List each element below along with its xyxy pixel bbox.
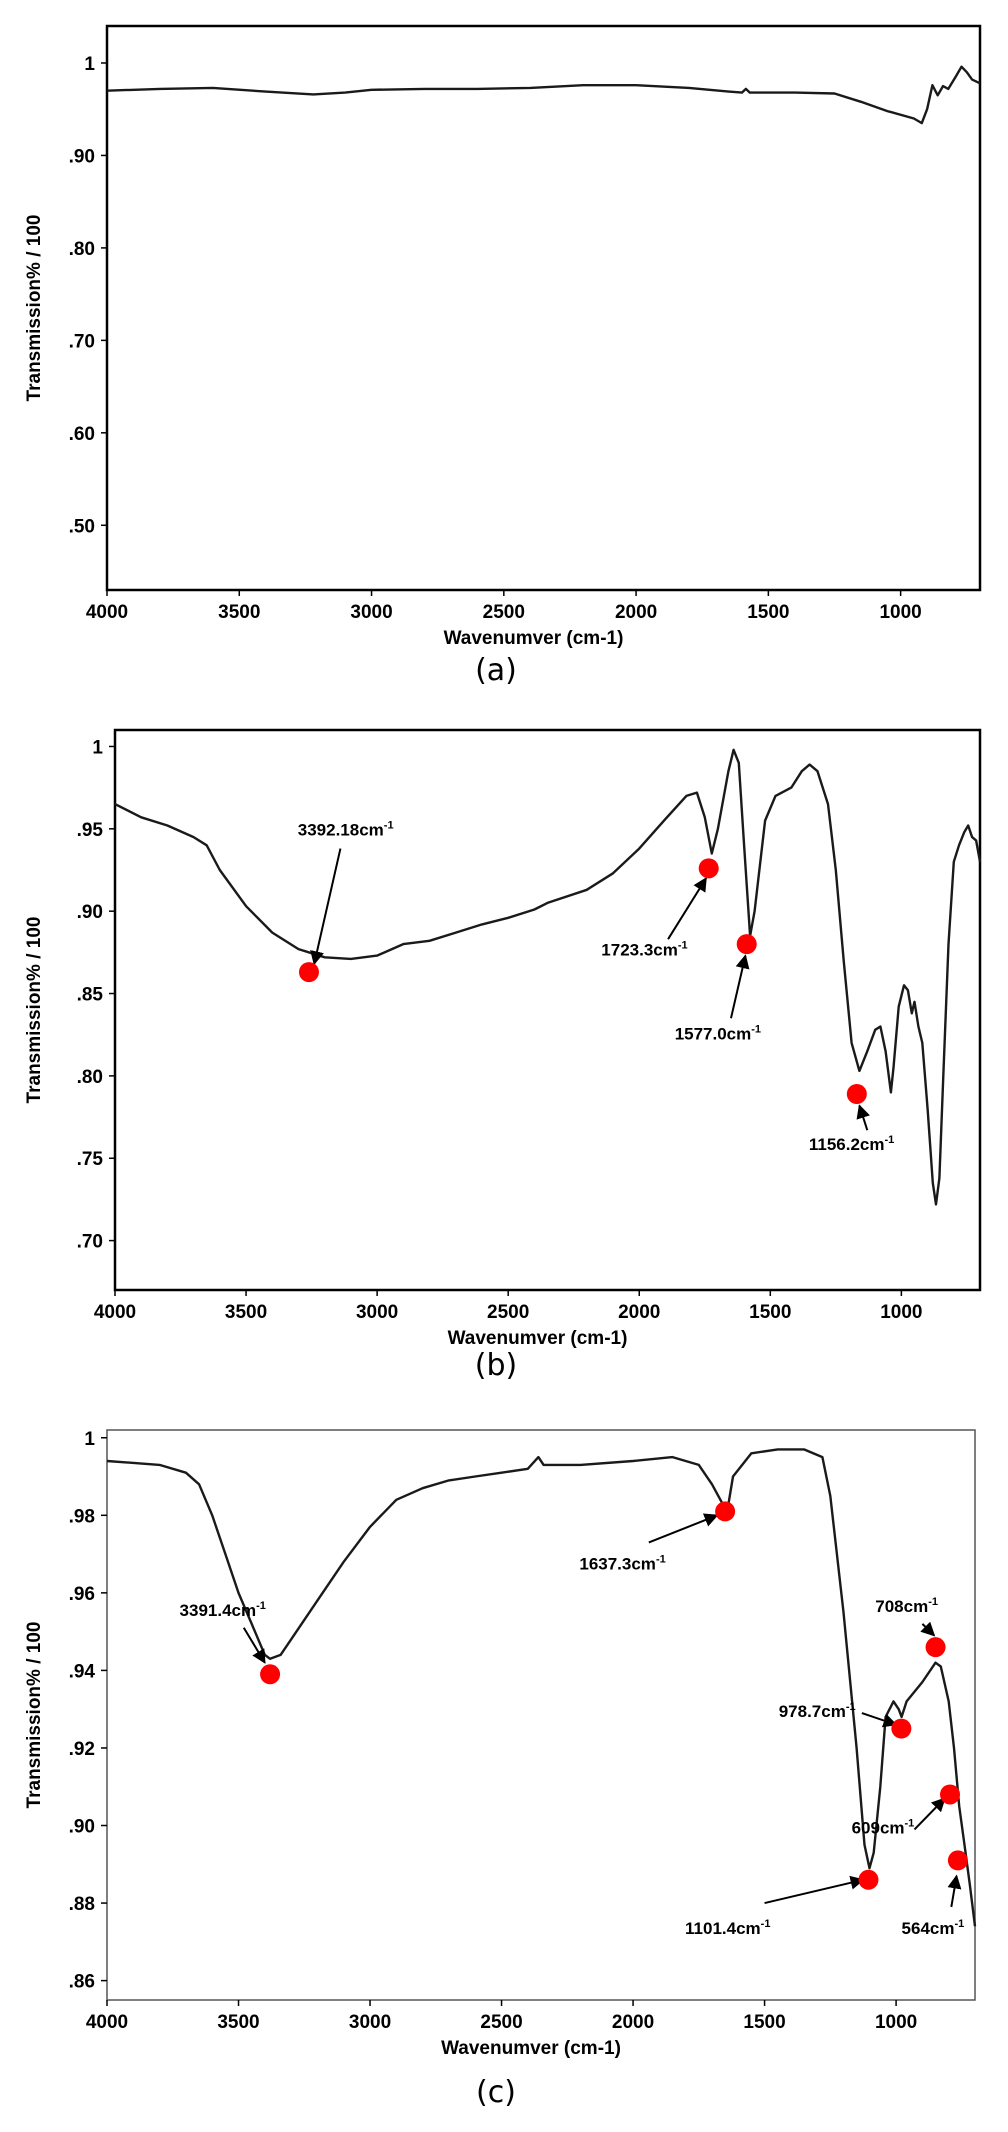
y-tick-label-c: .88 [69, 1894, 95, 1915]
peak-label-c: 1101.4cm-1 [685, 1918, 770, 1938]
x-tick-label-a: 2000 [615, 602, 657, 623]
annotation-arrow-b [310, 848, 342, 966]
y-tick-label-b: 1 [92, 737, 103, 758]
peak-label-c: 609cm-1 [852, 1817, 915, 1837]
panel-caption-c: (c) [476, 2075, 516, 2110]
y-tick-label-b: .75 [77, 1149, 104, 1170]
peak-marker-b [698, 858, 719, 879]
x-tick-label-a: 4000 [86, 602, 128, 623]
annotation-arrow-b [730, 954, 750, 1019]
x-tick-label-c: 2500 [480, 2012, 522, 2033]
annotation-arrow-b [856, 1104, 870, 1131]
peak-marker-c [858, 1869, 879, 1890]
peak-label-b: 1723.3cm-1 [601, 940, 687, 960]
y-tick-label-b: .95 [77, 820, 104, 841]
x-tick-label-b: 2500 [487, 1302, 529, 1323]
y-tick-label-a: .60 [69, 424, 95, 445]
plot-frame-b [113, 728, 982, 1292]
x-tick-label-a: 1500 [747, 602, 789, 623]
y-axis-label-c: Transmission% / 100 [24, 1622, 45, 1809]
y-tick-label-b: .70 [77, 1232, 103, 1253]
y-tick-label-c: .96 [69, 1584, 95, 1605]
x-axis-label-a: Wavenumver (cm-1) [444, 628, 624, 649]
peak-label-b: 1156.2cm-1 [809, 1134, 894, 1154]
y-tick-label-a: .90 [69, 146, 95, 167]
peak-marker-c [940, 1784, 961, 1805]
spectrum-line-c [106, 1448, 977, 1927]
plot-frame-a [105, 24, 982, 592]
x-tick-label-b: 1500 [749, 1302, 791, 1323]
peak-label-c: 708cm-1 [875, 1596, 938, 1616]
peak-label-c: 564cm-1 [902, 1918, 965, 1938]
peak-marker-b [846, 1084, 867, 1104]
y-axis-label-a: Transmission% / 100 [24, 215, 45, 402]
x-tick-label-b: 1000 [880, 1302, 922, 1323]
x-tick-label-a: 1000 [879, 602, 921, 623]
x-tick-label-c: 1500 [743, 2012, 785, 2033]
chart-c: 4000 3500 3000 2500 2000 1500 1000 1 .98 .96 .94 .9… [24, 1429, 977, 2110]
annotation-arrow-c [947, 1874, 962, 1908]
annotation-arrow-c [920, 1621, 936, 1637]
x-tick-label-b: 4000 [94, 1302, 136, 1323]
y-tick-label-c: .94 [69, 1661, 96, 1682]
annotation-arrow-c [861, 1712, 898, 1728]
x-tick-label-c: 2000 [612, 2012, 654, 2033]
x-tick-label-b: 3500 [225, 1302, 267, 1323]
peak-label-c: 1637.3cm-1 [579, 1554, 665, 1574]
y-tick-label-a: 1 [84, 54, 95, 75]
annotation-arrow-b [667, 877, 707, 940]
chart-a: 4000 3500 3000 2500 2000 1500 1000 1 .90 .80 .70 .6… [24, 24, 982, 688]
peak-marker-b [298, 962, 319, 983]
x-tick-label-a: 3000 [350, 602, 392, 623]
y-tick-label-c: 1 [84, 1429, 95, 1450]
y-tick-label-a: .70 [69, 331, 95, 352]
peak-marker-c [891, 1718, 912, 1739]
y-tick-label-b: .80 [77, 1067, 103, 1088]
annotation-arrow-c [648, 1513, 719, 1544]
annotation-arrow-c [764, 1875, 865, 1905]
x-tick-label-c: 3500 [217, 2012, 259, 2033]
x-tick-label-c: 1000 [875, 2012, 917, 2033]
x-axis-label-c: Wavenumver (cm-1) [441, 2038, 621, 2059]
peak-label-c: 3391.4cm-1 [180, 1600, 266, 1620]
y-tick-label-c: .98 [69, 1506, 95, 1527]
y-tick-label-c: .90 [69, 1817, 95, 1838]
y-tick-label-b: .90 [77, 902, 103, 923]
x-tick-label-b: 2000 [618, 1302, 660, 1323]
x-tick-label-c: 4000 [86, 2012, 128, 2033]
x-tick-label-b: 3000 [356, 1302, 398, 1323]
plot-frame-c [106, 1429, 976, 2001]
panel-caption-a: (a) [475, 653, 517, 688]
y-tick-label-c: .92 [69, 1739, 95, 1760]
annotation-arrow-c [913, 1797, 946, 1831]
peak-label-b: 3392.18cm-1 [298, 819, 394, 839]
x-tick-label-a: 2500 [483, 602, 525, 623]
peak-marker-b [736, 934, 757, 955]
x-axis-label-b: Wavenumver (cm-1) [448, 1328, 628, 1349]
spectrum-line-b [114, 748, 982, 1206]
peak-marker-c [260, 1664, 281, 1685]
panel-caption-b: (b) [475, 1348, 517, 1383]
x-tick-label-a: 3500 [218, 602, 260, 623]
peak-marker-c [947, 1850, 968, 1871]
peak-marker-c [925, 1637, 946, 1658]
chart-b: 4000 3500 3000 2500 2000 1500 1000 1 .95 .90 .85 .8… [24, 728, 982, 1383]
peak-label-c: 978.7cm-1 [779, 1701, 856, 1721]
x-tick-label-c: 3000 [349, 2012, 391, 2033]
y-tick-label-b: .85 [77, 985, 104, 1006]
y-tick-label-a: .80 [69, 239, 95, 260]
y-tick-label-a: .50 [69, 516, 95, 537]
annotation-arrow-c [242, 1627, 266, 1664]
y-axis-label-b: Transmission% / 100 [24, 917, 45, 1104]
peak-label-b: 1577.0cm-1 [675, 1024, 761, 1044]
spectrum-line-a [106, 65, 981, 125]
y-tick-label-c: .86 [69, 1972, 95, 1993]
peak-marker-c [715, 1501, 736, 1522]
